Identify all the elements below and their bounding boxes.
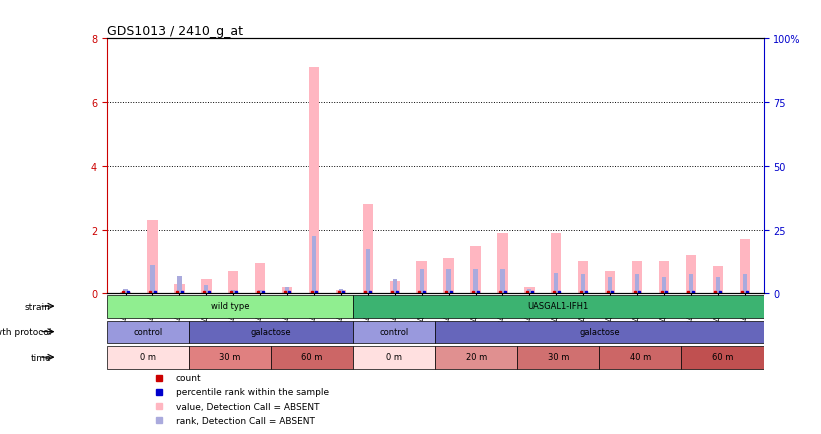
FancyBboxPatch shape xyxy=(435,346,517,369)
FancyBboxPatch shape xyxy=(353,296,764,318)
Text: growth protocol: growth protocol xyxy=(0,327,51,336)
Bar xyxy=(285,287,289,294)
Bar xyxy=(177,276,181,294)
Text: UASGAL1-IFH1: UASGAL1-IFH1 xyxy=(528,301,589,310)
Text: 40 m: 40 m xyxy=(630,352,651,362)
Bar xyxy=(336,290,346,294)
Bar xyxy=(658,262,669,294)
Bar xyxy=(201,279,212,294)
FancyBboxPatch shape xyxy=(435,321,764,343)
Text: percentile rank within the sample: percentile rank within the sample xyxy=(176,388,329,396)
Bar xyxy=(686,256,696,294)
Text: strain: strain xyxy=(25,302,51,311)
FancyBboxPatch shape xyxy=(517,346,599,369)
FancyBboxPatch shape xyxy=(189,346,271,369)
FancyBboxPatch shape xyxy=(353,321,435,343)
FancyBboxPatch shape xyxy=(189,321,353,343)
Bar xyxy=(363,204,373,294)
Text: GDS1013 / 2410_g_at: GDS1013 / 2410_g_at xyxy=(107,25,243,38)
Text: 30 m: 30 m xyxy=(219,352,241,362)
Bar xyxy=(551,233,562,294)
Bar xyxy=(282,287,292,294)
Bar xyxy=(392,279,397,294)
Text: wild type: wild type xyxy=(211,301,249,310)
Bar xyxy=(443,259,454,294)
Bar xyxy=(608,278,612,294)
Bar xyxy=(740,240,750,294)
Bar xyxy=(716,278,720,294)
Bar xyxy=(312,237,316,294)
Bar xyxy=(635,275,639,294)
Text: 60 m: 60 m xyxy=(712,352,733,362)
Text: 30 m: 30 m xyxy=(548,352,569,362)
Bar xyxy=(632,262,642,294)
Bar xyxy=(174,284,185,294)
Bar xyxy=(365,249,370,294)
Bar xyxy=(147,220,158,294)
FancyBboxPatch shape xyxy=(107,346,189,369)
Text: 60 m: 60 m xyxy=(301,352,323,362)
Text: galactose: galactose xyxy=(250,327,291,336)
FancyBboxPatch shape xyxy=(271,346,353,369)
Bar xyxy=(578,262,589,294)
Bar xyxy=(470,246,480,294)
Bar xyxy=(204,286,209,294)
Bar xyxy=(390,281,400,294)
Text: count: count xyxy=(176,373,201,382)
Text: galactose: galactose xyxy=(579,327,620,336)
Bar xyxy=(713,266,723,294)
Bar xyxy=(420,270,424,294)
Text: 0 m: 0 m xyxy=(140,352,156,362)
Bar xyxy=(524,287,534,294)
Text: rank, Detection Call = ABSENT: rank, Detection Call = ABSENT xyxy=(176,416,314,425)
Text: control: control xyxy=(379,327,409,336)
Bar xyxy=(689,275,693,294)
Text: control: control xyxy=(133,327,163,336)
Bar xyxy=(554,273,558,294)
FancyBboxPatch shape xyxy=(107,296,353,318)
Bar xyxy=(255,263,265,294)
Text: 0 m: 0 m xyxy=(386,352,402,362)
FancyBboxPatch shape xyxy=(353,346,435,369)
Text: 20 m: 20 m xyxy=(466,352,487,362)
Bar xyxy=(447,270,451,294)
Bar xyxy=(662,278,666,294)
Bar xyxy=(498,233,507,294)
FancyBboxPatch shape xyxy=(107,321,189,343)
Bar xyxy=(416,262,427,294)
Bar xyxy=(309,68,319,294)
Bar xyxy=(228,271,238,294)
Text: time: time xyxy=(30,353,51,362)
Bar xyxy=(605,271,615,294)
Bar xyxy=(742,275,747,294)
Text: value, Detection Call = ABSENT: value, Detection Call = ABSENT xyxy=(176,402,319,411)
Bar xyxy=(150,265,154,294)
Bar xyxy=(232,290,236,294)
Bar xyxy=(123,289,128,294)
Bar xyxy=(527,289,531,294)
Bar xyxy=(474,270,478,294)
FancyBboxPatch shape xyxy=(681,346,764,369)
Bar xyxy=(339,289,343,294)
FancyBboxPatch shape xyxy=(599,346,681,369)
Bar xyxy=(121,292,131,294)
Bar xyxy=(581,275,585,294)
Bar xyxy=(258,290,262,294)
Bar xyxy=(500,270,505,294)
